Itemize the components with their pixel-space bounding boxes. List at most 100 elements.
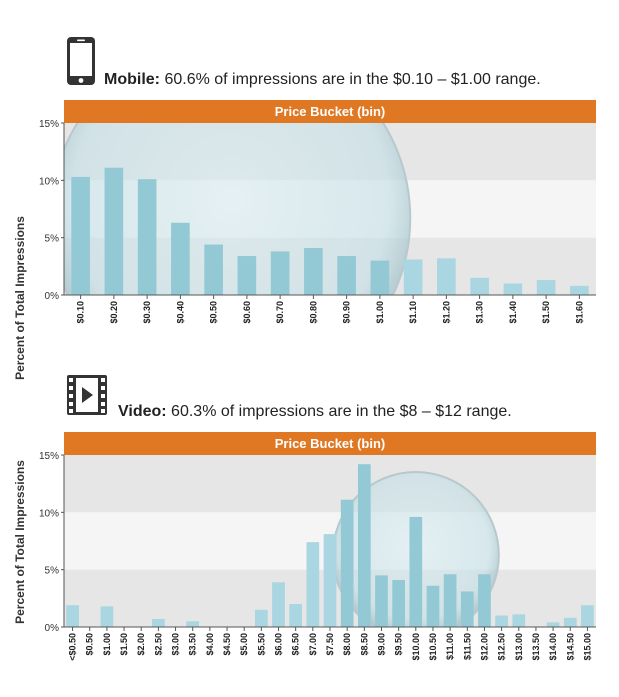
- x-tick-label: $1.50: [119, 633, 129, 656]
- video-section-title: Video: 60.3% of impressions are in the $…: [118, 403, 512, 420]
- x-tick-label: $0.10: [76, 301, 86, 324]
- bar-$0.60: [237, 256, 257, 295]
- bar-$0.30: [137, 179, 157, 295]
- bar-$11.50: [460, 591, 474, 627]
- bar-$0.50: [204, 244, 223, 295]
- bar-$12.50: [495, 615, 508, 627]
- x-tick-label: $0.30: [142, 301, 152, 324]
- x-tick-label: $0.80: [308, 301, 318, 324]
- y-tick-label: 15%: [39, 451, 59, 462]
- x-tick-label: $6.50: [291, 633, 301, 656]
- x-tick-label: $11.50: [462, 633, 472, 660]
- bar-$0.80: [304, 247, 323, 295]
- y-tick-label: 10%: [39, 508, 59, 519]
- bar-$12.00: [478, 574, 491, 627]
- x-tick-label: $8.50: [359, 633, 369, 656]
- x-tick-label: $5.00: [239, 633, 249, 656]
- bar-$1.30: [470, 277, 489, 295]
- x-tick-label: $0.50: [209, 301, 219, 324]
- x-tick-label: $2.00: [136, 633, 146, 656]
- x-tick-label: $13.00: [514, 633, 524, 661]
- x-tick-label: $1.30: [475, 301, 485, 324]
- bar-$14.50: [563, 617, 577, 627]
- bar-$0.90: [337, 256, 356, 295]
- x-tick-label: $6.00: [274, 633, 284, 656]
- magnifier-lens: [64, 123, 412, 295]
- x-tick-label: $7.50: [325, 633, 335, 656]
- x-tick-label: $4.00: [205, 633, 215, 656]
- x-tick-label: $12.50: [497, 633, 507, 661]
- x-tick-label: $3.50: [188, 633, 198, 656]
- bar-$10.00: [409, 516, 423, 627]
- bar-$7.00: [306, 542, 320, 627]
- chart-header-label: Price Bucket (bin): [275, 436, 386, 451]
- x-tick-label: $9.00: [376, 633, 386, 656]
- x-tick-label: $4.50: [222, 633, 232, 656]
- x-tick-label: $5.50: [256, 633, 266, 656]
- bar-$15.00: [581, 605, 594, 627]
- y-tick-label: 10%: [39, 176, 59, 187]
- bar-$9.00: [375, 575, 388, 627]
- bar-$6.50: [289, 604, 303, 627]
- y-tick-label: 5%: [45, 234, 60, 245]
- bar-$2.50: [152, 618, 165, 627]
- mobile-price-chart: Price Bucket (bin) Percent of Total Impr…: [13, 100, 596, 380]
- x-tick-label: $1.20: [441, 301, 451, 324]
- x-tick-label: $8.00: [342, 633, 352, 656]
- chart-header-band: [64, 100, 596, 123]
- video-price-chart: Price Bucket (bin) Percent of Total Impr…: [13, 432, 596, 661]
- x-tick-label: $9.50: [394, 633, 404, 656]
- bar-$14.00: [546, 622, 560, 627]
- mobile-section-title: Mobile: 60.6% of impressions are in the …: [104, 71, 541, 88]
- x-tick-label: $1.10: [408, 301, 418, 324]
- bar-<$0.50: [66, 605, 79, 627]
- x-tick-label: $1.40: [508, 301, 518, 324]
- x-tick-label: $13.50: [531, 633, 541, 661]
- x-tick-label: $12.00: [479, 633, 489, 661]
- bar-$3.50: [186, 621, 200, 627]
- bar-$13.00: [512, 614, 526, 627]
- bar-$1.60: [570, 285, 589, 295]
- chart-header-band: [64, 432, 596, 455]
- x-tick-label: $10.50: [428, 633, 438, 661]
- y-tick-label: 0%: [45, 291, 60, 302]
- bar-$0.70: [270, 251, 290, 295]
- bar-$1.20: [437, 258, 456, 295]
- bar-$10.50: [426, 585, 440, 627]
- x-tick-label: $1.50: [541, 301, 551, 324]
- video-film-icon: [66, 374, 108, 421]
- bar-$1.40: [503, 283, 523, 295]
- bar-$7.50: [323, 534, 337, 627]
- x-tick-label: $15.00: [582, 633, 592, 661]
- bar-$1.00: [370, 260, 390, 295]
- grid-band: [64, 455, 596, 513]
- y-tick-label: 15%: [39, 119, 59, 130]
- x-tick-label: <$0.50: [68, 633, 78, 661]
- x-tick-label: $2.50: [153, 633, 163, 656]
- y-axis-label: Percent of Total Impressions: [13, 460, 27, 624]
- bar-$8.50: [357, 464, 371, 627]
- bar-$8.00: [340, 499, 354, 627]
- bar-$0.10: [71, 176, 90, 295]
- x-tick-label: $0.20: [109, 301, 119, 324]
- bar-$0.20: [104, 167, 124, 295]
- bar-$0.40: [171, 222, 190, 295]
- bar-$1.00: [100, 606, 114, 627]
- y-axis-label: Percent of Total Impressions: [13, 216, 27, 380]
- x-tick-label: $0.40: [175, 301, 185, 324]
- x-tick-label: $7.00: [308, 633, 318, 656]
- x-tick-label: $0.90: [342, 301, 352, 324]
- x-tick-label: $0.50: [85, 633, 95, 656]
- y-tick-label: 0%: [45, 623, 60, 634]
- x-tick-label: $1.00: [375, 301, 385, 324]
- bar-$9.50: [392, 579, 405, 627]
- chart-header-label: Price Bucket (bin): [275, 104, 386, 119]
- bar-$5.50: [255, 609, 268, 627]
- mobile-phone-icon: [66, 36, 96, 91]
- bar-$1.50: [536, 280, 556, 295]
- x-tick-label: $1.00: [102, 633, 112, 656]
- x-tick-label: $10.00: [411, 633, 421, 661]
- x-tick-label: $11.00: [445, 633, 455, 660]
- bar-$6.00: [272, 582, 285, 627]
- y-tick-label: 5%: [45, 566, 60, 577]
